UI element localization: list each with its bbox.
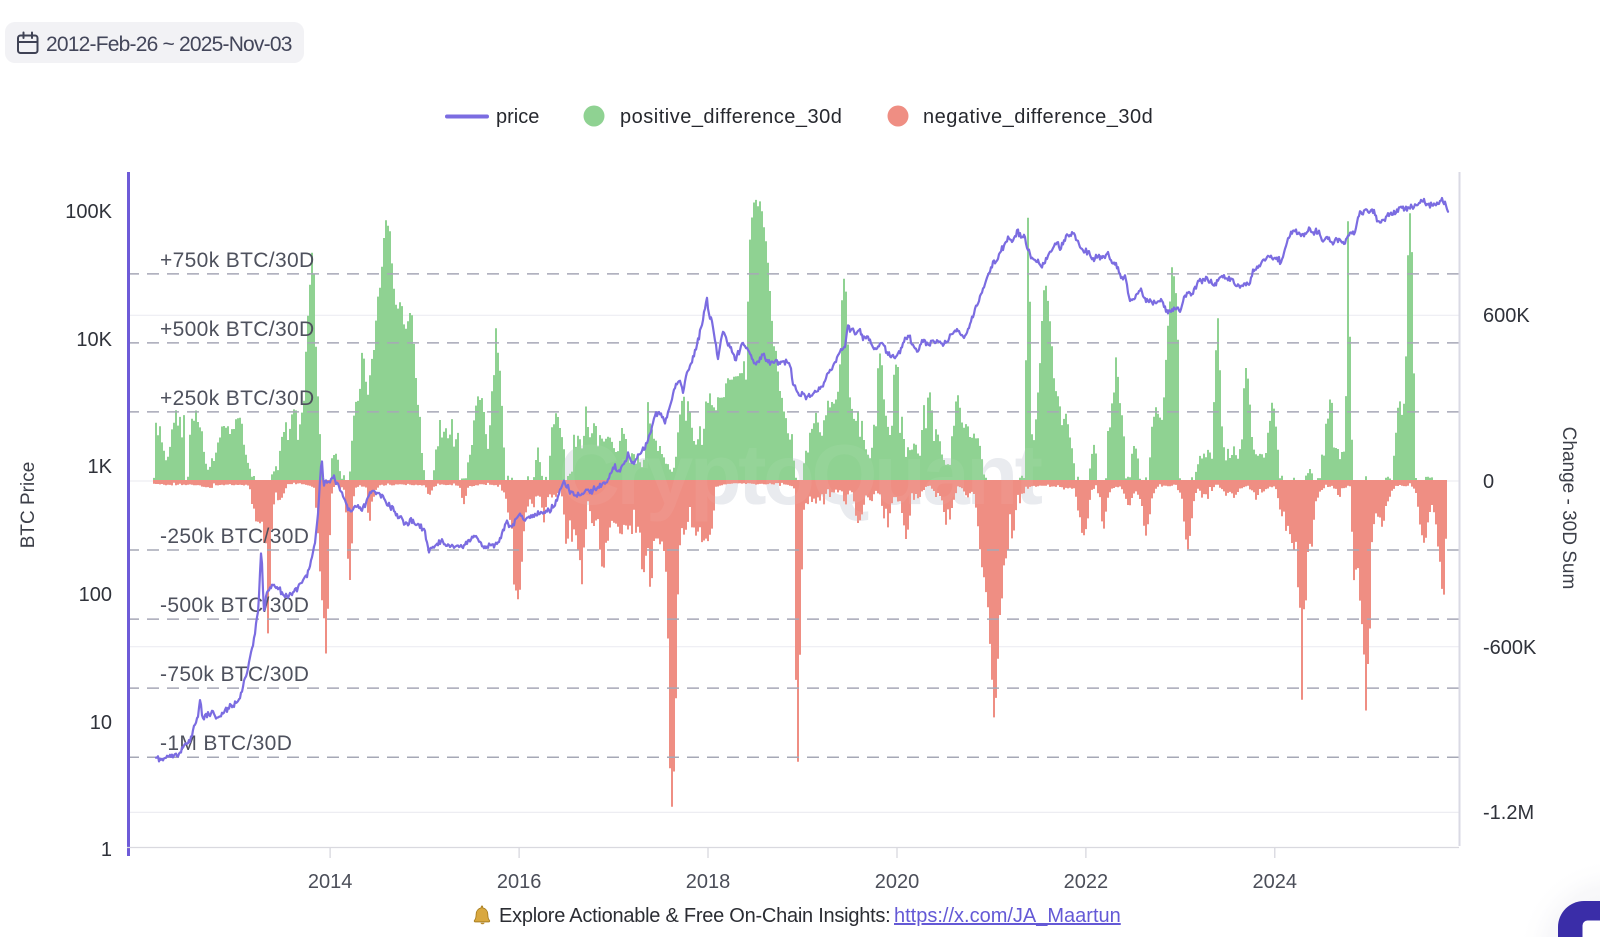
svg-text:2012-Feb-26 ~ 2025-Nov-03: 2012-Feb-26 ~ 2025-Nov-03 <box>46 33 292 56</box>
svg-text:-600K: -600K <box>1483 637 1537 659</box>
svg-text:negative_difference_30d: negative_difference_30d <box>923 106 1153 128</box>
svg-text:100K: 100K <box>65 201 112 223</box>
svg-text:-250k BTC/30D: -250k BTC/30D <box>160 525 309 548</box>
svg-text:2022: 2022 <box>1064 871 1109 893</box>
svg-text:Change - 30D Sum: Change - 30D Sum <box>1558 427 1579 590</box>
svg-text:2020: 2020 <box>875 871 920 893</box>
svg-text:+500k BTC/30D: +500k BTC/30D <box>160 318 315 341</box>
svg-text:https://x.com/JA_Maartun: https://x.com/JA_Maartun <box>894 905 1121 927</box>
svg-text:2014: 2014 <box>308 871 353 893</box>
svg-text:BTC Price: BTC Price <box>18 462 39 549</box>
svg-text:2024: 2024 <box>1253 871 1298 893</box>
svg-text:10: 10 <box>90 712 112 734</box>
svg-text:10K: 10K <box>76 329 112 351</box>
svg-text:600K: 600K <box>1483 305 1530 327</box>
svg-text:2018: 2018 <box>686 871 731 893</box>
svg-text:Explore Actionable & Free On-C: Explore Actionable & Free On-Chain Insig… <box>499 905 890 927</box>
svg-text:price: price <box>496 106 539 128</box>
svg-text:1K: 1K <box>88 456 113 478</box>
svg-text:-500k BTC/30D: -500k BTC/30D <box>160 594 309 617</box>
svg-text:-1M BTC/30D: -1M BTC/30D <box>160 732 292 755</box>
svg-text:+250k BTC/30D: +250k BTC/30D <box>160 387 315 410</box>
svg-text:-750k BTC/30D: -750k BTC/30D <box>160 663 309 686</box>
svg-text:100: 100 <box>79 584 112 606</box>
svg-text:positive_difference_30d: positive_difference_30d <box>620 106 842 128</box>
svg-text:0: 0 <box>1483 471 1494 493</box>
svg-text:+750k BTC/30D: +750k BTC/30D <box>160 249 315 272</box>
svg-text:1: 1 <box>101 839 112 861</box>
svg-text:-1.2M: -1.2M <box>1483 802 1534 824</box>
svg-text:CryptoQuant: CryptoQuant <box>559 428 1043 523</box>
svg-text:2016: 2016 <box>497 871 542 893</box>
